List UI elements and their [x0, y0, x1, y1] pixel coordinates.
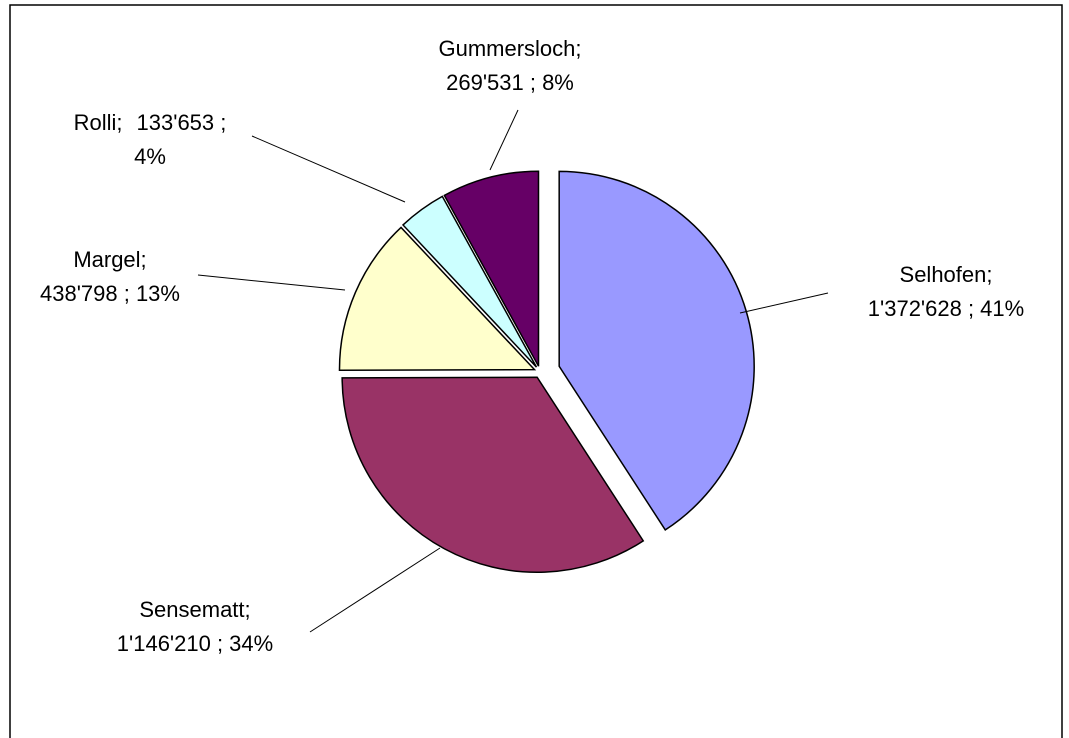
pie-slice [443, 170, 540, 367]
data-label: Gummersloch; [438, 36, 581, 61]
data-label: Rolli; 133'653 ; [74, 110, 227, 135]
pie-slice [341, 376, 645, 573]
label-value: 4% [134, 144, 166, 169]
pie-slice [558, 170, 755, 531]
label-value: 133'653 ; [137, 110, 227, 135]
leader-line [489, 109, 519, 171]
label-value: 1'372'628 ; 41% [868, 296, 1024, 321]
label-name: Sensematt; [139, 597, 250, 622]
pie-slice [401, 195, 538, 368]
data-label: 4% [134, 144, 166, 169]
data-label: 269'531 ; 8% [446, 70, 574, 95]
label-name: Selhofen; [900, 262, 993, 287]
leader-line [739, 292, 829, 314]
label-value: 1'146'210 ; 34% [117, 631, 273, 656]
data-label: Sensematt; [139, 597, 250, 622]
label-name: Rolli; [74, 110, 123, 135]
data-label: Selhofen; [900, 262, 993, 287]
label-name: Margel; [73, 247, 146, 272]
label-value: 438'798 ; 13% [40, 281, 180, 306]
chart-frame [9, 4, 1063, 738]
data-label: 1'146'210 ; 34% [117, 631, 273, 656]
label-name: Gummersloch; [438, 36, 581, 61]
leader-line [197, 274, 346, 291]
leader-line [251, 135, 406, 203]
leader-line [309, 547, 441, 633]
data-label: 1'372'628 ; 41% [868, 296, 1024, 321]
data-label: 438'798 ; 13% [40, 281, 180, 306]
data-label: Margel; [73, 247, 146, 272]
label-value: 269'531 ; 8% [446, 70, 574, 95]
pie-slice [338, 226, 537, 372]
